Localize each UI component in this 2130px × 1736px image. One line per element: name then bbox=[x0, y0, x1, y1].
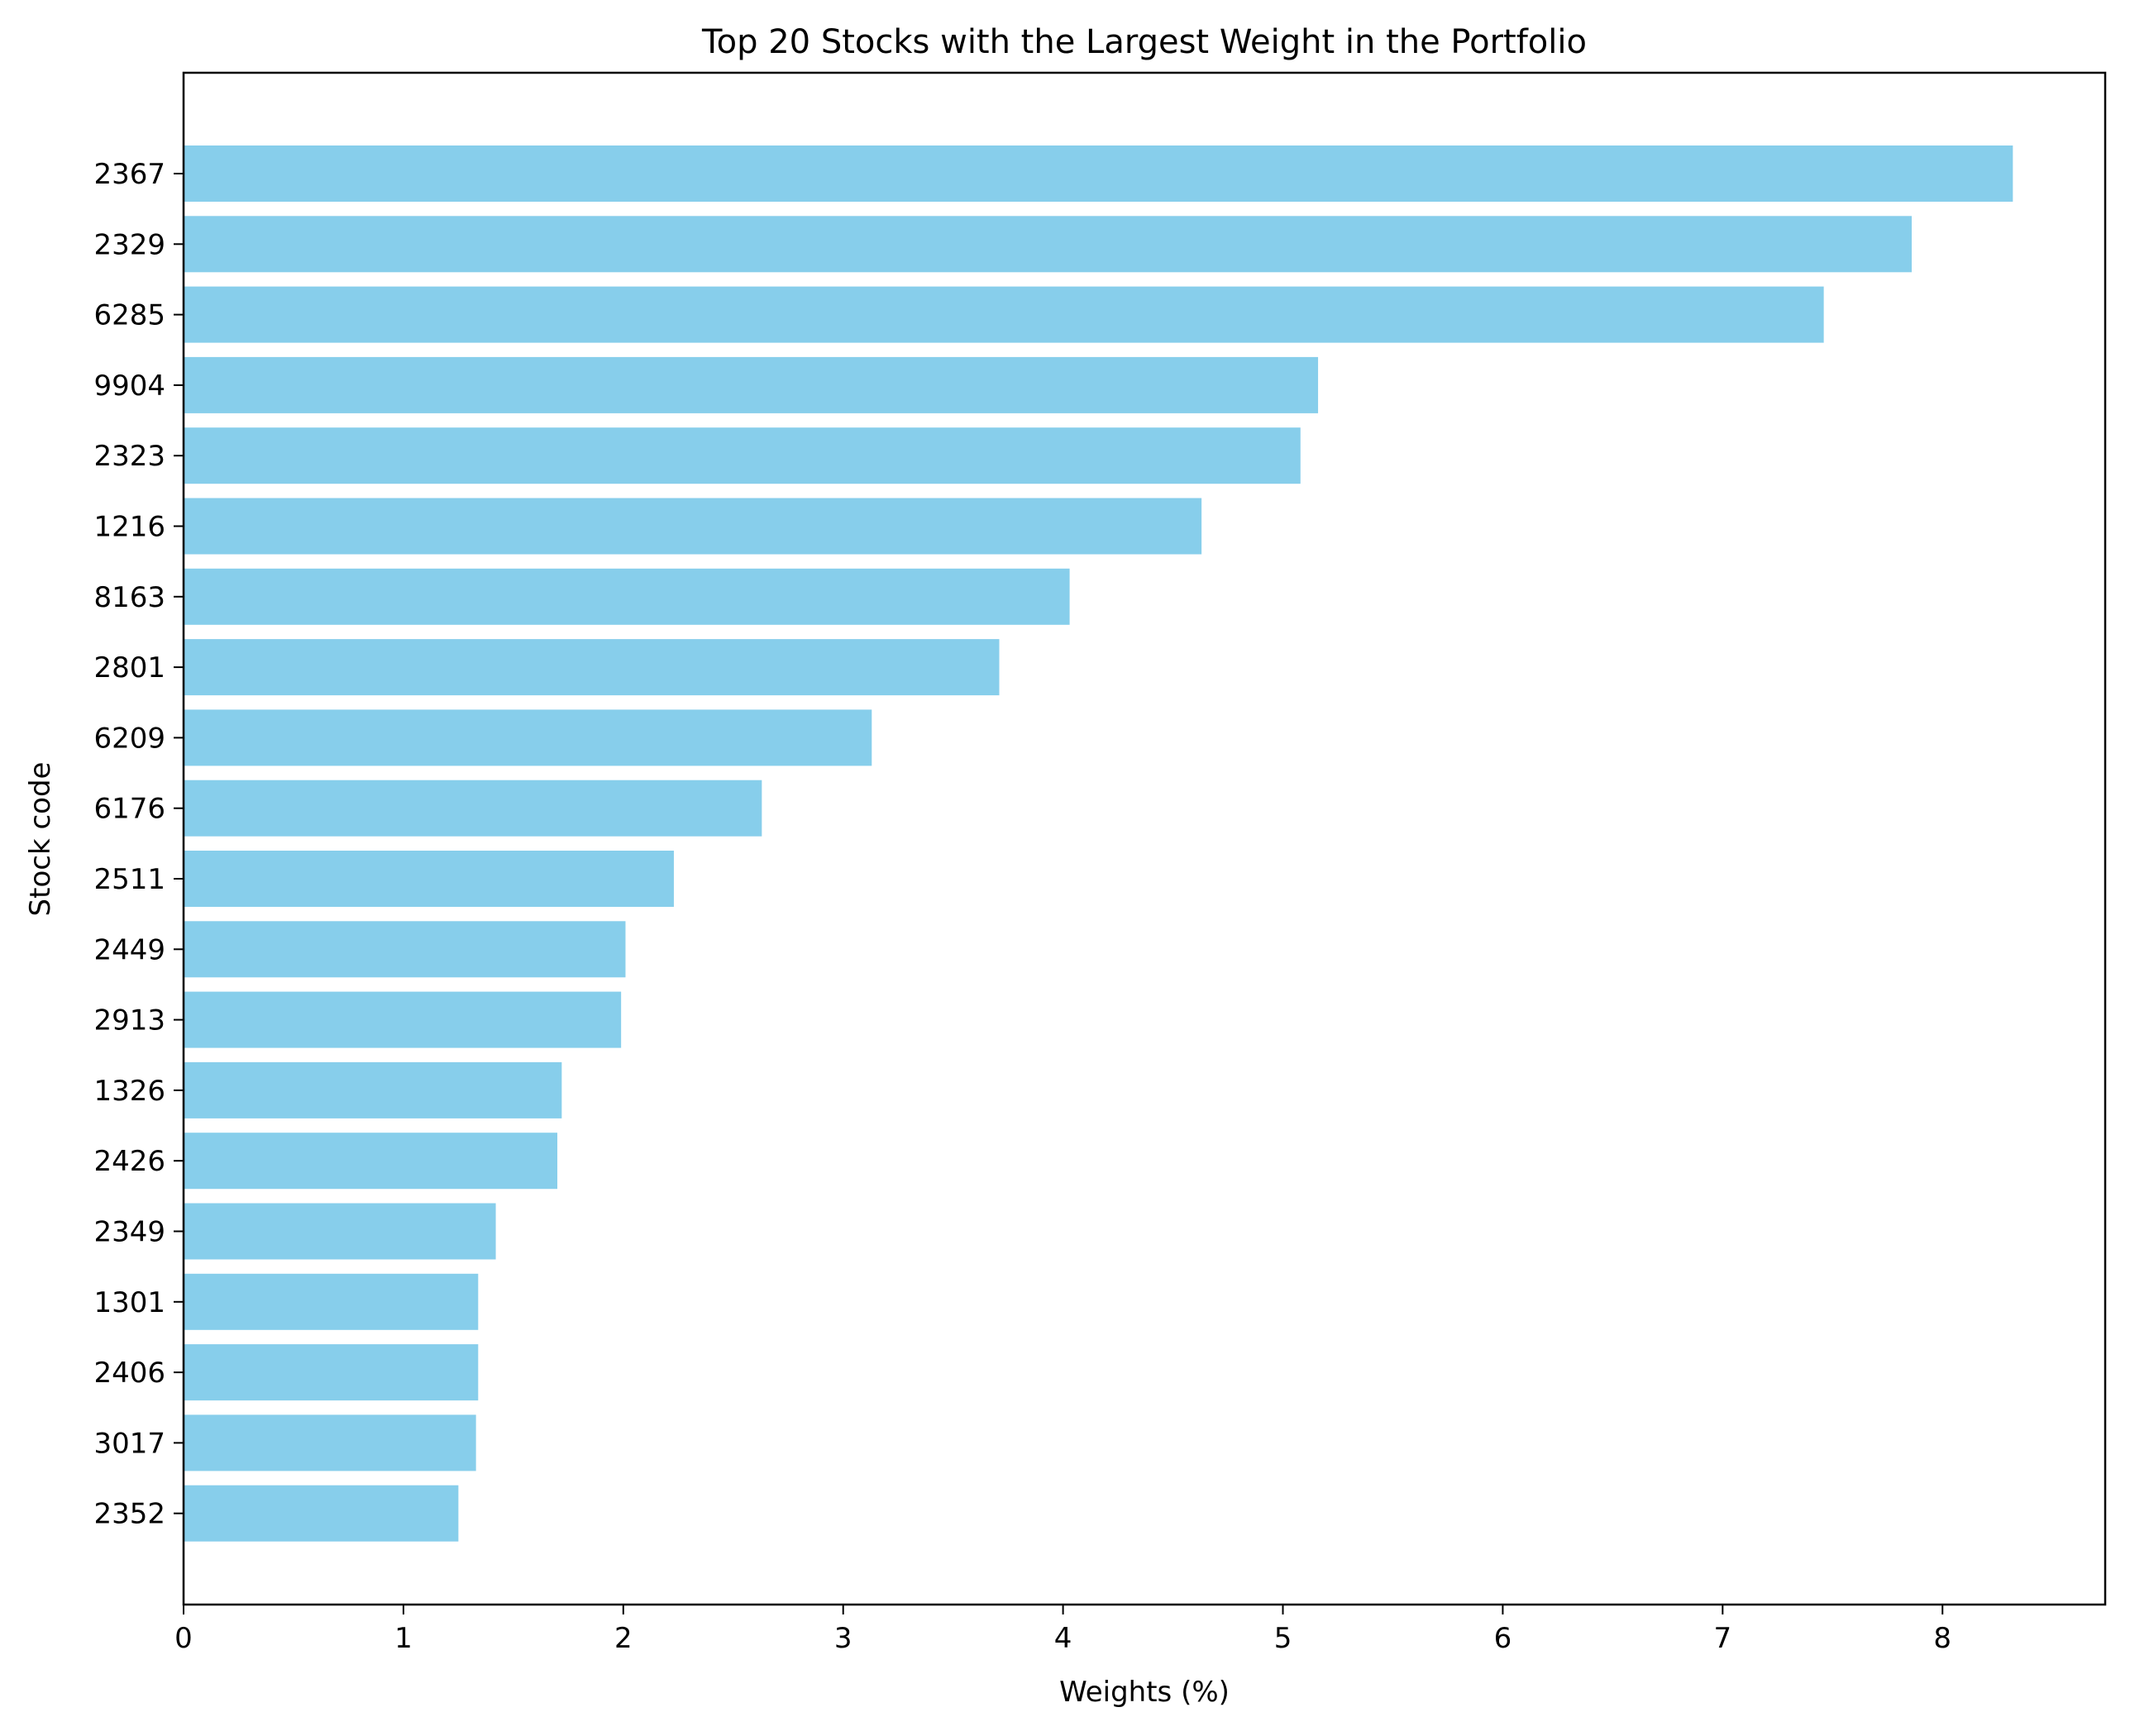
x-axis-ticks: 0 1 2 3 4 5 6 7 8 bbox=[174, 1605, 1951, 1655]
y-tick-label: 2323 bbox=[93, 440, 165, 473]
x-tick-label: 3 bbox=[834, 1622, 852, 1655]
bar-2449 bbox=[184, 921, 626, 978]
y-axis-label: Stock code bbox=[24, 762, 57, 917]
bar-1326 bbox=[184, 1061, 562, 1118]
y-axis-ticks: 2367 2329 6285 9904 2323 1216 8163 2801 6209 6176… bbox=[93, 158, 184, 1531]
y-tick-label: 9904 bbox=[93, 370, 165, 403]
bar-2406 bbox=[184, 1344, 479, 1401]
y-tick-label: 8163 bbox=[93, 581, 165, 614]
bar-6176 bbox=[184, 780, 762, 837]
y-tick-label: 3017 bbox=[93, 1427, 165, 1460]
axes-frame bbox=[182, 71, 2107, 1606]
y-tick-label: 2913 bbox=[93, 1004, 165, 1037]
bar-2426 bbox=[184, 1133, 558, 1190]
y-tick-label: 2367 bbox=[93, 158, 165, 191]
x-tick-label: 1 bbox=[394, 1622, 413, 1655]
x-tick-label: 6 bbox=[1494, 1622, 1512, 1655]
x-tick-label: 0 bbox=[174, 1622, 193, 1655]
y-tick-label: 2349 bbox=[93, 1216, 165, 1249]
bar-1301 bbox=[184, 1273, 479, 1330]
bar-9904 bbox=[184, 356, 1319, 413]
y-tick-label: 2801 bbox=[93, 651, 165, 684]
y-tick-label: 6176 bbox=[93, 793, 165, 826]
y-tick-label: 6209 bbox=[93, 722, 165, 755]
bar-6209 bbox=[184, 709, 872, 766]
y-tick-label: 2406 bbox=[93, 1357, 165, 1390]
y-tick-label: 2329 bbox=[93, 228, 165, 261]
bar-1216 bbox=[184, 498, 1202, 555]
y-tick-label: 1216 bbox=[93, 511, 165, 544]
bar-2801 bbox=[184, 639, 1000, 696]
y-tick-label: 1326 bbox=[93, 1075, 165, 1108]
bar-8163 bbox=[184, 568, 1070, 625]
bar-6285 bbox=[184, 286, 1824, 343]
y-tick-label: 2352 bbox=[93, 1498, 165, 1531]
y-tick-label: 2426 bbox=[93, 1145, 165, 1178]
chart-title: Top 20 Stocks with the Largest Weight in… bbox=[701, 23, 1587, 61]
bars-group bbox=[184, 145, 2013, 1542]
bar-2352 bbox=[184, 1485, 459, 1542]
x-tick-label: 8 bbox=[1933, 1622, 1951, 1655]
bar-2323 bbox=[184, 427, 1301, 484]
y-tick-label: 6285 bbox=[93, 299, 165, 332]
x-tick-label: 7 bbox=[1714, 1622, 1732, 1655]
bar-2349 bbox=[184, 1203, 496, 1260]
bar-2367 bbox=[184, 145, 2013, 202]
x-axis-label: Weights (%) bbox=[1059, 1676, 1230, 1709]
y-tick-label: 1301 bbox=[93, 1286, 165, 1319]
bar-2511 bbox=[184, 851, 674, 907]
bar-2329 bbox=[184, 216, 1913, 273]
bar-3017 bbox=[184, 1414, 476, 1471]
y-tick-label: 2511 bbox=[93, 863, 165, 896]
x-tick-label: 4 bbox=[1054, 1622, 1072, 1655]
x-tick-label: 5 bbox=[1274, 1622, 1292, 1655]
x-tick-label: 2 bbox=[614, 1622, 633, 1655]
bar-2913 bbox=[184, 991, 622, 1048]
y-tick-label: 2449 bbox=[93, 933, 165, 966]
